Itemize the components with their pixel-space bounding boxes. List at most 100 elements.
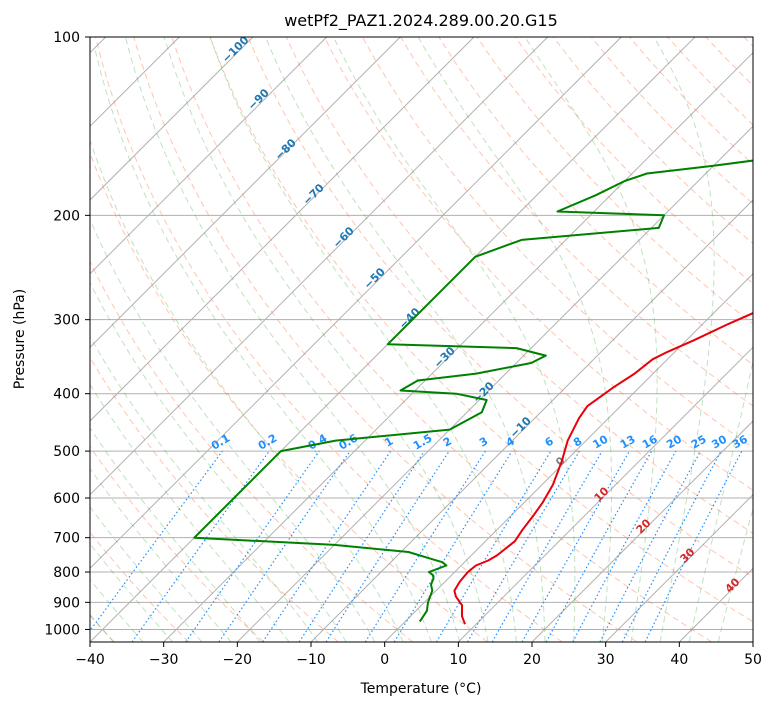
x-tick-label: 40 xyxy=(670,652,688,668)
dewpoint-line xyxy=(193,159,753,623)
y-tick-label: 1000 xyxy=(44,622,80,638)
plot-frame xyxy=(89,36,754,643)
mixing-ratio-line xyxy=(185,450,320,642)
x-axis: −40 −30 −20 −10 0 10 20 30 40 50 xyxy=(75,642,762,668)
mixing-ratio-line xyxy=(90,450,223,632)
dry-adiabat xyxy=(90,445,264,642)
isotherm-line xyxy=(384,272,753,642)
dry-adiabat-label: −20 xyxy=(470,379,497,406)
moist-adiabat xyxy=(90,543,173,642)
moist-adiabat-label: 20 xyxy=(634,516,654,536)
isotherm-line xyxy=(752,641,753,642)
x-tick-label: 30 xyxy=(597,652,615,668)
moist-adiabat xyxy=(90,467,232,642)
x-tick-label: 10 xyxy=(449,652,467,668)
y-tick-label: 100 xyxy=(53,30,80,46)
mixing-ratio-label: 0.1 xyxy=(209,432,232,453)
moist-adiabat xyxy=(125,37,461,642)
moist-adiabat xyxy=(653,37,715,642)
mixing-ratio-label: 6 xyxy=(543,434,556,449)
isotherm-line xyxy=(457,346,753,642)
isotherm-line xyxy=(163,51,753,642)
moist-adiabat xyxy=(688,358,753,642)
dry-adiabat-label: −90 xyxy=(245,86,272,113)
background-lines xyxy=(90,37,753,642)
mixing-ratio-line xyxy=(435,450,552,642)
mixing-ratio-label: 3 xyxy=(477,435,490,450)
x-tick-label: 20 xyxy=(523,652,541,668)
mixing-ratio-line xyxy=(545,450,653,642)
mixing-ratio-labels: 0.1 0.2 0.4 0.6 1 1.5 2 3 4 6 8 10 13 16 20 25 30 36−100−… xyxy=(209,33,750,596)
moist-adiabat xyxy=(333,37,576,642)
mixing-ratio-label: 13 xyxy=(618,433,638,452)
mixing-ratio-line xyxy=(599,450,702,642)
x-tick-label: 50 xyxy=(744,652,762,668)
mixing-ratio-line xyxy=(218,450,351,642)
moist-adiabat xyxy=(524,37,658,642)
dry-adiabat xyxy=(90,151,488,642)
y-tick-label: 400 xyxy=(53,387,80,403)
mixing-ratio-line xyxy=(131,450,270,642)
x-axis-title: Temperature (°C) xyxy=(360,681,482,697)
isotherm-line xyxy=(236,125,753,642)
mixing-ratio-line xyxy=(572,450,677,642)
x-tick-label: −30 xyxy=(149,652,179,668)
mixing-ratio-line xyxy=(298,450,425,642)
mixing-ratio-line xyxy=(262,450,392,642)
dry-adiabat xyxy=(95,37,563,642)
mixing-ratio-label: 20 xyxy=(664,432,684,451)
mixing-ratio-line xyxy=(325,450,450,642)
dry-adiabat-label: −40 xyxy=(396,305,423,332)
dry-adiabat xyxy=(90,531,190,642)
mixing-ratio-line xyxy=(521,450,631,642)
moist-adiabat xyxy=(90,383,290,642)
mixing-ratio-label: 25 xyxy=(689,433,709,452)
moist-adiabat xyxy=(717,506,753,642)
dry-adiabat-label: −50 xyxy=(361,265,388,292)
y-tick-label: 700 xyxy=(53,531,80,547)
moist-adiabat xyxy=(90,218,376,642)
moist-adiabat xyxy=(90,506,203,642)
moist-adiabat xyxy=(417,37,613,642)
isotherm-line xyxy=(310,199,753,642)
dry-adiabat xyxy=(247,37,753,578)
dry-adiabat xyxy=(705,37,753,87)
dry-adiabat xyxy=(476,37,753,325)
mixing-ratio-label: 16 xyxy=(640,432,660,451)
dry-adiabat xyxy=(285,37,753,535)
isotherm-line xyxy=(90,37,475,422)
isotherm-line xyxy=(90,37,328,275)
moist-adiabat xyxy=(209,37,517,642)
moist-adiabat xyxy=(265,37,546,642)
moist-adiabat xyxy=(90,335,319,642)
moist-adiabat xyxy=(90,281,347,642)
isotherm-line xyxy=(90,37,254,201)
mixing-ratio-line xyxy=(644,450,743,642)
y-tick-label: 500 xyxy=(53,444,80,460)
dry-adiabat xyxy=(438,37,753,366)
mixing-ratio-label: 30 xyxy=(709,432,729,451)
y-axis: 100 200 300 400 500 600 700 800 900 1000 xyxy=(44,30,90,638)
chart-title: wetPf2_PAZ1.2024.289.00.20.G15 xyxy=(284,11,558,31)
y-tick-label: 900 xyxy=(53,595,80,611)
dry-adiabat xyxy=(514,37,753,285)
moist-adiabat xyxy=(90,427,261,642)
dry-adiabat-label: −10 xyxy=(507,414,534,441)
isotherm-line xyxy=(90,37,549,496)
moist-adiabat xyxy=(94,49,432,642)
mixing-ratio-label: 10 xyxy=(591,432,611,451)
y-axis-title: Pressure (hPa) xyxy=(12,289,28,389)
dry-adiabat-label: −70 xyxy=(300,181,327,208)
dry-adiabat-label: −60 xyxy=(330,224,357,251)
dry-adiabat-label: −30 xyxy=(431,344,458,371)
profile-series xyxy=(193,159,753,625)
isotherm-line xyxy=(605,493,753,642)
moist-adiabat-label: 40 xyxy=(723,575,743,595)
dry-adiabat-label: −100 xyxy=(220,33,252,65)
temperature-line xyxy=(453,312,753,625)
mixing-ratio-label: 1.5 xyxy=(411,432,434,453)
x-tick-label: 0 xyxy=(380,652,389,668)
dry-adiabat xyxy=(133,37,638,642)
dry-adiabat xyxy=(323,37,753,491)
